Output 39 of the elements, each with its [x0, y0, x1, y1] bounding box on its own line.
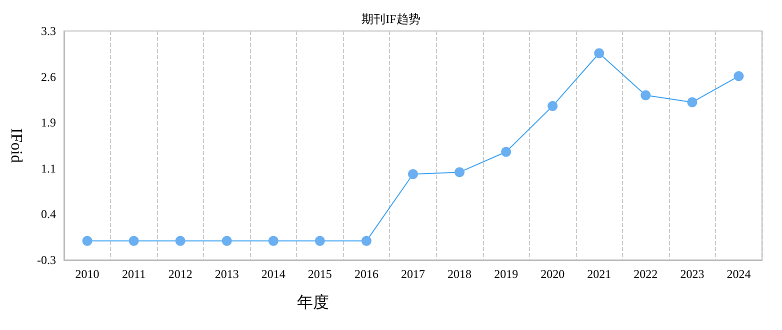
- point: [454, 167, 465, 178]
- x-tick-label: 2015: [308, 267, 332, 281]
- x-tick-label: 2023: [680, 267, 704, 281]
- y-tick-label: 2.6: [41, 70, 56, 84]
- point: [268, 236, 278, 246]
- x-tick-label: 2016: [354, 267, 378, 281]
- point: [361, 236, 372, 246]
- point: [687, 97, 698, 108]
- point: [408, 169, 418, 180]
- x-tick-label: 2011: [122, 267, 146, 281]
- x-axis-title: 年度: [297, 294, 329, 312]
- y-tick-label: 3.3: [41, 24, 56, 38]
- point: [640, 90, 651, 100]
- x-tick-label: 2014: [261, 267, 286, 281]
- y-tick-label: 1.9: [41, 116, 56, 130]
- x-tick-label: 2018: [448, 267, 472, 281]
- point: [734, 71, 744, 82]
- point: [128, 236, 139, 246]
- x-tick-label: 2017: [401, 267, 425, 281]
- x-tick-label: 2021: [587, 267, 612, 281]
- x-tick-label: 2020: [540, 267, 565, 281]
- point: [501, 146, 512, 157]
- y-tick-label: 0.4: [41, 207, 56, 222]
- y-tick-label: -0.3: [37, 253, 56, 267]
- x-tick-label: 2010: [75, 267, 100, 281]
- point: [222, 236, 232, 246]
- x-tick-label: 2013: [214, 267, 239, 281]
- point: [594, 48, 604, 58]
- x-tick-label: 2024: [726, 267, 751, 281]
- y-tick-label: 1.1: [41, 161, 56, 176]
- point: [314, 236, 325, 246]
- point: [175, 236, 186, 246]
- x-tick-label: 2012: [168, 267, 192, 281]
- point: [82, 236, 92, 246]
- x-tick-label: 2022: [634, 267, 658, 281]
- x-tick-label: 2019: [494, 267, 518, 281]
- y-axis-title: IFoid: [8, 128, 24, 163]
- point: [548, 101, 558, 112]
- chart-title: 期刊IF趋势: [362, 12, 420, 26]
